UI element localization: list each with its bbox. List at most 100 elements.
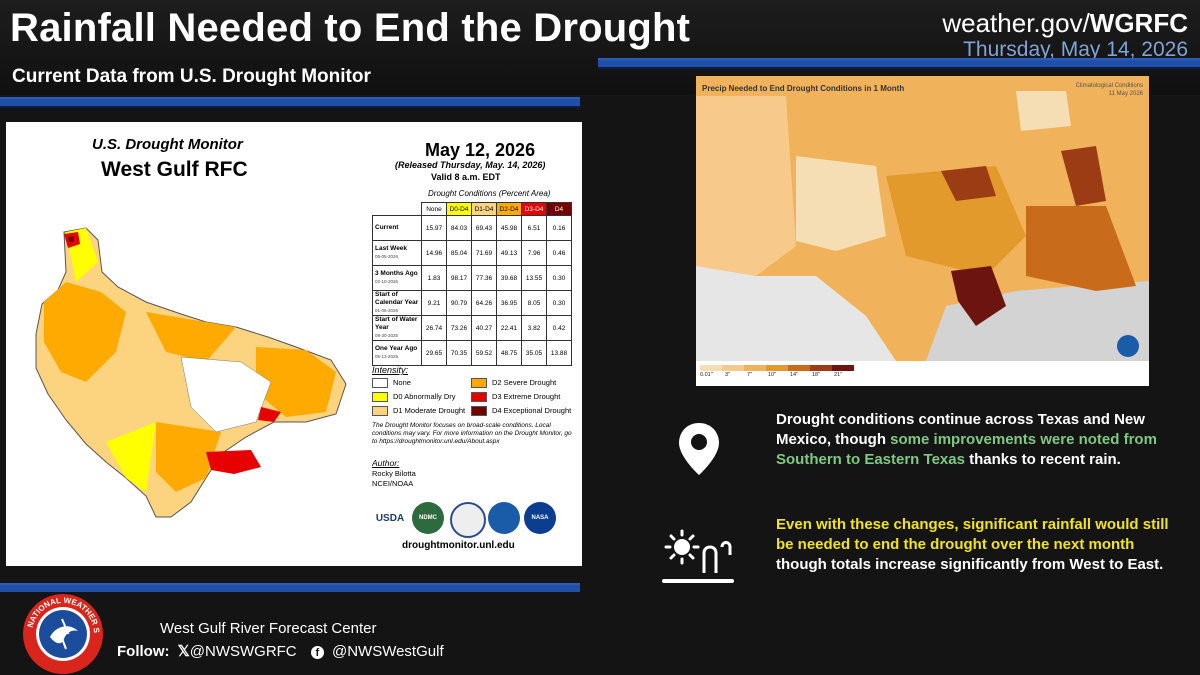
noaa-badge [1117,335,1139,357]
d4-region-northwest [68,236,74,242]
row-label: 3 Months Ago [375,270,418,277]
table-cell: 49.13 [496,240,522,266]
precip-needed-map-card: Precip Needed to End Drought Conditions … [696,76,1149,386]
legend-label: D1 Moderate Drought [393,406,466,415]
site-prefix: weather.gov/ [942,8,1090,38]
d2-region-west [44,282,126,382]
rainfall-highlight: Even with these changes, significant rai… [776,516,1169,553]
none-region-central [180,356,272,433]
noaa-logo [488,502,520,534]
follow-label: Follow: [117,643,170,660]
row-date: 05-05-2026 [375,254,399,259]
table-cell: 0.30 [546,290,572,316]
sun-rain-icon [662,529,734,583]
ndmc-logo-text: NDMC [419,515,437,521]
table-cell: 13.55 [521,265,547,291]
header-d2-d4: D2-D4 [496,202,522,216]
table-row: 3 Months Ago 02-10-2026 1.83 98.17 77.36 39.6… [372,265,572,291]
legend-d2: D2 Severe Drought [471,378,556,389]
header-d0-d4: D0-D4 [446,202,472,216]
region-dark-1 [941,166,996,201]
legend-none: None [372,378,411,389]
legend-swatch [471,378,487,389]
precip-bin-3 [744,365,766,371]
region-northwest-pale [1016,91,1071,131]
row-date: 09-30-2025 [375,333,399,338]
drought-valid: Valid 8 a.m. EDT [431,172,501,182]
clim-date: 11 May 2026 [1108,91,1143,97]
region-pale-central [796,156,886,251]
drought-conditions-table: None D0-D4 D1-D4 D2-D4 D3-D4 D4 Current 1… [372,202,572,366]
table-cell: 0.42 [546,315,572,341]
table-cell: 70.35 [446,340,472,366]
d2-region-central [146,312,236,362]
row-date: 02-10-2026 [375,279,399,284]
table-cell: 90.79 [446,290,472,316]
table-cell: 98.17 [446,265,472,291]
legend-swatch [372,406,388,417]
table-cell: 77.36 [471,265,497,291]
table-cell: 40.27 [471,315,497,341]
precip-label-6: 18" [812,372,821,378]
drought-table-caption: Drought Conditions (Percent Area) [428,189,551,198]
site-link[interactable]: weather.gov/WGRFC [942,8,1188,39]
precip-label-2: 3" [725,372,731,378]
table-cell: 69.43 [471,215,497,241]
conditions-paragraph: Drought conditions continue across Texas… [776,410,1171,470]
footer [0,592,1200,675]
conditions-text-a: Drought conditions continue across Texas… [776,411,1145,448]
page-title: Rainfall Needed to End the Drought [10,6,691,50]
table-cell: 7.96 [521,240,547,266]
row-label-cell: One Year Ago 05-13-2025 [372,340,422,366]
table-cell: 73.26 [446,315,472,341]
table-cell: 14.96 [421,240,447,266]
table-cell: 1.83 [421,265,447,291]
drought-table-corner [373,203,422,216]
precip-bin-5 [788,365,810,371]
row-label: Start of Calendar Year [375,291,419,306]
row-label-cell: 3 Months Ago 02-10-2026 [372,265,422,291]
clim-label: Climatological Conditions [1075,83,1143,89]
d2-region-south [156,422,221,492]
drought-monitor-url[interactable]: droughtmonitor.unl.edu [402,540,515,551]
nasa-logo-text: NASA [531,515,549,521]
center-name: West Gulf River Forecast Center [160,620,377,637]
table-row: Current 15.97 84.03 69.43 45.98 6.51 0.16 [372,215,572,241]
table-row: One Year Ago 05-13-2025 29.65 70.35 59.52 48.… [372,340,572,366]
commerce-logo [450,502,486,538]
drought-monitor-region: West Gulf RFC [101,158,248,181]
row-label: One Year Ago [375,345,418,352]
table-cell: 0.30 [546,265,572,291]
precip-bin-7 [832,365,854,371]
header: Rainfall Needed to End the Drought Curre… [0,0,1200,95]
usda-logo: USDA [372,502,408,534]
precip-label-5: 14" [790,372,799,378]
row-label: Current [375,224,399,231]
row-label-cell: Last Week 05-05-2026 [372,240,422,266]
precip-label-3: 7" [747,372,753,378]
table-cell: 9.21 [421,290,447,316]
x-handle-link[interactable]: @NWSWGRFC [189,643,297,660]
table-cell: 15.97 [421,215,447,241]
table-row: Start of Water Year 09-30-2025 26.74 73.26 4… [372,315,572,341]
table-cell: 71.69 [471,240,497,266]
site-office: WGRFC [1089,8,1188,38]
conditions-highlight: some improvements were noted from Southe… [776,431,1157,468]
rainfall-paragraph: Even with these changes, significant rai… [776,515,1171,575]
drought-monitor-map-card: U.S. Drought Monitor West Gulf RFC May 1… [6,122,582,566]
legend-label: D4 Exceptional Drought [492,406,572,415]
legend-swatch [372,392,388,403]
table-row: Start of Calendar Year 01-06-2026 9.21 90.7… [372,290,572,316]
page-subtitle: Current Data from U.S. Drought Monitor [12,66,371,87]
table-cell: 64.26 [471,290,497,316]
legend-d3: D3 Extreme Drought [471,392,560,403]
follow-line: Follow: 𝕏@NWSWGRFC f @NWSWestGulf [117,642,444,660]
author-name: Rocky Bilotta [372,469,416,478]
usda-logo-text: USDA [375,512,405,524]
drought-map-date: May 12, 2026 [425,140,536,160]
precip-bin-4 [766,365,788,371]
table-cell: 59.52 [471,340,497,366]
drought-note: The Drought Monitor focuses on broad-sca… [372,422,572,445]
facebook-handle-link[interactable]: @NWSWestGulf [331,643,444,660]
precip-bin-1 [700,365,722,371]
